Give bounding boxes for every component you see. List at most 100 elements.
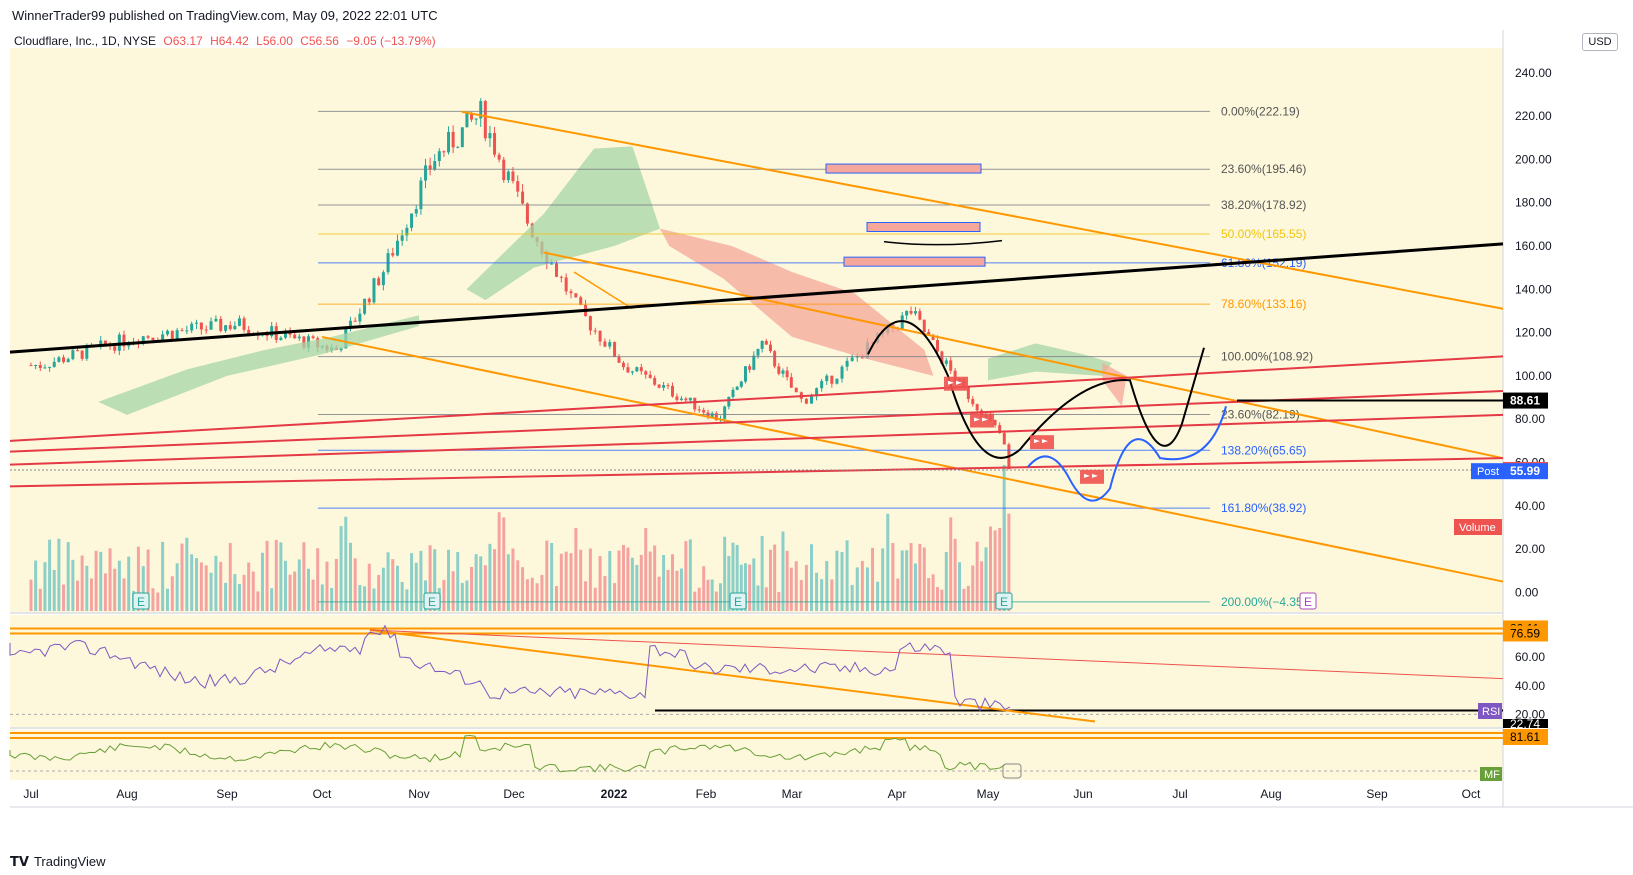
price-axis: 240.00 220.00 200.00 180.00 160.00 140.00 120.… — [1454, 66, 1552, 599]
volume-bar — [958, 562, 962, 611]
candle-body — [905, 310, 909, 316]
flag-icon — [948, 380, 962, 385]
footer: TV TradingView — [0, 848, 1633, 875]
candle-body — [662, 385, 666, 388]
volume-bar — [949, 517, 953, 611]
marker-box[interactable] — [1299, 592, 1317, 610]
volume-bar — [975, 541, 979, 611]
candle-body — [949, 360, 953, 371]
candle-body — [927, 331, 931, 336]
price-tick: 140.00 — [1515, 282, 1552, 296]
marker-box[interactable] — [995, 592, 1013, 610]
price-tick: 200.00 — [1515, 152, 1552, 166]
volume-bar — [320, 584, 324, 611]
earnings-marker[interactable]: E — [132, 592, 150, 610]
collapse-icon[interactable] — [1002, 763, 1022, 779]
currency-button[interactable]: USD — [1582, 33, 1618, 51]
price-tick: 180.00 — [1515, 196, 1552, 210]
candle-body — [579, 297, 583, 305]
volume-bar — [666, 569, 670, 611]
candle-body — [760, 340, 764, 349]
candle-body — [731, 389, 735, 397]
candle-body — [99, 340, 103, 346]
candle-body — [748, 366, 752, 370]
upcoming-earnings-marker[interactable]: E — [1299, 592, 1317, 610]
time-tick: Oct — [1462, 787, 1481, 801]
marker-box[interactable] — [132, 592, 150, 610]
candle-body — [666, 385, 670, 387]
time-tick: Feb — [696, 787, 717, 801]
tradingview-logo[interactable]: TV TradingView — [10, 854, 105, 870]
fib-label: 161.80%(38.92) — [1221, 501, 1306, 515]
earnings-marker[interactable]: E — [995, 592, 1013, 610]
candle-body — [785, 370, 789, 378]
marker-box[interactable] — [729, 592, 747, 610]
candle-body — [648, 374, 652, 378]
candle-body — [497, 154, 501, 160]
volume-bar — [739, 564, 743, 611]
candle-body — [559, 276, 563, 278]
earnings-marker[interactable]: E — [423, 592, 441, 610]
time-tick: Dec — [503, 787, 524, 801]
rsi-tag: RSI — [1482, 706, 1500, 718]
candle-body — [48, 366, 52, 368]
candle-body — [521, 191, 525, 204]
volume-bar — [237, 584, 241, 611]
candle-body — [739, 381, 743, 387]
rsi-tick: 40.00 — [1515, 679, 1545, 693]
candle-body — [998, 425, 1002, 434]
volume-bar — [988, 526, 992, 611]
red-line-3 — [9, 413, 1504, 466]
volume-bar — [209, 572, 213, 611]
volume-bar — [136, 546, 140, 611]
volume-bar — [283, 560, 287, 611]
fib-label: 38.20%(178.92) — [1221, 198, 1306, 212]
volume-bar — [608, 551, 612, 611]
candle-body — [483, 101, 487, 139]
candle-body — [358, 313, 362, 322]
candle-body — [391, 253, 395, 256]
volume-bar — [451, 571, 455, 611]
volume-bar — [325, 561, 329, 611]
volume-bar — [799, 580, 803, 611]
price-chart[interactable]: 0.00%(222.19) 23.60%(195.46) 38.20%(178.92… — [0, 30, 1633, 848]
candle-body — [773, 351, 777, 367]
time-tick: Oct — [313, 787, 332, 801]
volume-bar — [367, 563, 371, 611]
volume-bar — [935, 587, 939, 611]
volume-bar — [789, 567, 793, 611]
mf-tag-bg — [1480, 767, 1502, 781]
price-pane-bg — [10, 48, 1503, 612]
candle-body — [85, 344, 89, 359]
candle-body — [756, 348, 760, 356]
candle-body — [918, 311, 922, 320]
candle-body — [377, 278, 381, 286]
volume-bar — [900, 550, 904, 611]
candle-body — [348, 320, 352, 329]
earnings-marker[interactable]: E — [729, 592, 747, 610]
volume-bar — [881, 548, 885, 611]
candle-body — [830, 375, 834, 384]
time-tick: Mar — [782, 787, 803, 801]
volume-bar — [809, 544, 813, 611]
candle-body — [909, 310, 913, 314]
candle-body — [279, 337, 283, 340]
marker-box[interactable] — [423, 592, 441, 610]
volume-bar — [657, 576, 661, 611]
volume-bar — [400, 581, 404, 611]
candle-body — [242, 318, 246, 330]
rsi-trend-thin — [369, 629, 1504, 680]
mf-level-label: 81.61 — [1510, 730, 1540, 744]
projection-black-path — [867, 320, 1205, 459]
volume-bar — [353, 558, 357, 611]
candle-body — [764, 340, 768, 345]
volume-bar — [714, 591, 718, 611]
volume-bar — [151, 588, 155, 611]
volume-bar — [731, 542, 735, 611]
candle-body — [405, 227, 409, 236]
candle-body — [697, 409, 701, 411]
price-tick: 160.00 — [1515, 239, 1552, 253]
channel-upper — [461, 110, 1504, 310]
volume-bar — [395, 565, 399, 611]
candle-body — [270, 326, 274, 337]
